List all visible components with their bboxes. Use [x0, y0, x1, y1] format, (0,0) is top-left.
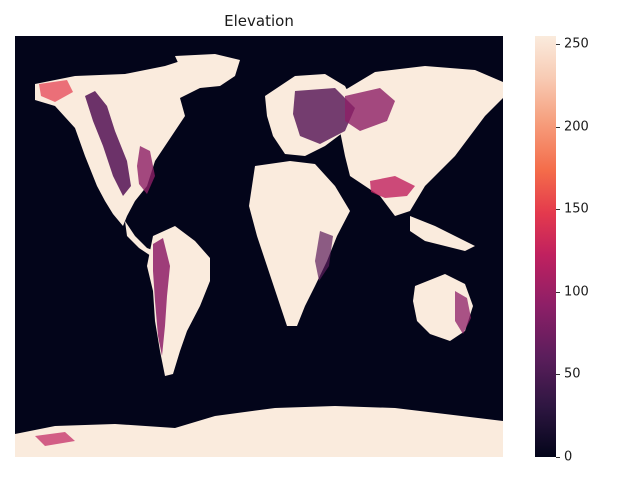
- relief-antarctica-edge: [35, 432, 75, 446]
- landmass-southeast-asia: [410, 216, 475, 251]
- map-svg: [15, 36, 503, 457]
- colorbar-tick-label: 0: [564, 449, 573, 465]
- relief-rockies: [85, 91, 131, 196]
- landmass-greenland: [175, 54, 240, 88]
- landmass-north-america: [35, 58, 225, 226]
- colorbar-gradient: [535, 36, 556, 457]
- relief-europe-east: [293, 88, 355, 144]
- relief-andes: [153, 238, 170, 356]
- colorbar-tick-mark: [556, 374, 560, 376]
- relief-layer: [35, 80, 471, 446]
- colorbar-tick-mark: [556, 457, 560, 458]
- relief-himalaya: [370, 176, 415, 198]
- colorbar-tick-label: 50: [564, 366, 581, 382]
- colorbar-tick-label: 100: [564, 284, 589, 300]
- relief-alaska: [39, 80, 73, 102]
- relief-siberia: [345, 88, 395, 131]
- chart-title: Elevation: [224, 12, 294, 30]
- elevation-map: [15, 36, 503, 457]
- relief-east-africa: [315, 231, 333, 281]
- colorbar: [535, 36, 556, 457]
- colorbar-tick-mark: [556, 209, 560, 211]
- colorbar-tick-label: 150: [564, 201, 589, 217]
- relief-australia: [455, 291, 471, 334]
- colorbar-tick-label: 200: [564, 119, 589, 135]
- colorbar-tick-label: 250: [564, 36, 589, 52]
- colorbar-tick-mark: [556, 291, 560, 293]
- relief-appalachians: [137, 146, 155, 194]
- landmass-africa: [249, 161, 350, 326]
- colorbar-tick-mark: [556, 126, 560, 128]
- colorbar-tick-mark: [556, 44, 560, 46]
- landmass-antarctica: [15, 406, 503, 457]
